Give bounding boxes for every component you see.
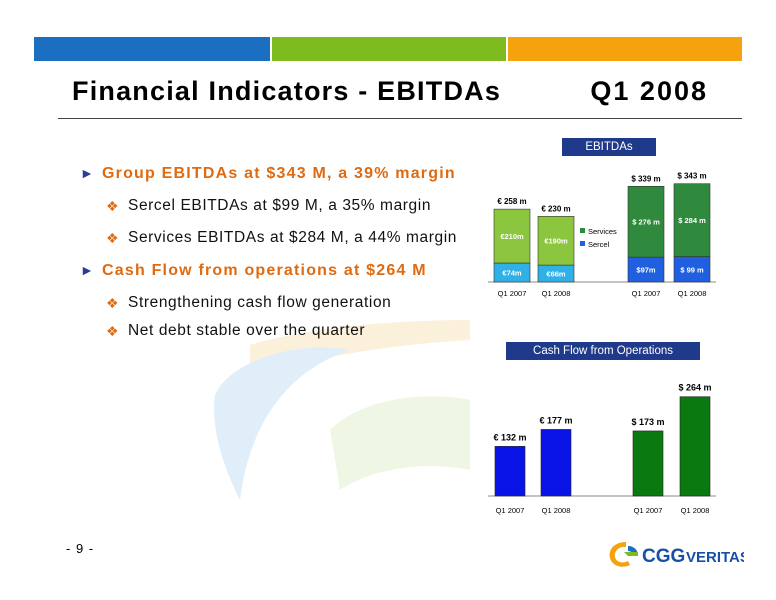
ebitda-bar-label: €190m xyxy=(544,237,568,246)
svg-text:CGG: CGG xyxy=(642,546,685,567)
period-label: Q1 2008 xyxy=(590,76,708,106)
ebitda-category-label: Q1 2008 xyxy=(678,289,707,298)
ebitda-chart-title: EBITDAs xyxy=(562,138,656,156)
ebitda-total-label: $ 343 m xyxy=(677,172,706,181)
cashflow-category-label: Q1 2007 xyxy=(634,506,663,515)
cashflow-value-label: $ 264 m xyxy=(678,383,711,393)
title-divider xyxy=(58,118,742,119)
ebitda-category-label: Q1 2008 xyxy=(542,289,571,298)
cashflow-value-label: $ 173 m xyxy=(631,417,664,427)
diamond-bullet-icon: ❖ xyxy=(106,295,120,311)
bullet-list: ► Group EBITDAs at $343 M, a 39% margin ❖… xyxy=(80,163,480,353)
triangle-bullet-icon: ► xyxy=(80,262,96,278)
page-title: Financial Indicators - EBITDAs xyxy=(72,76,502,106)
triangle-bullet-icon: ► xyxy=(80,165,96,181)
cashflow-bar xyxy=(632,430,664,497)
diamond-bullet-icon: ❖ xyxy=(106,198,120,214)
cashflow-bar xyxy=(679,396,711,497)
diamond-bullet-icon: ❖ xyxy=(106,323,120,339)
ebitda-bar-label: $ 99 m xyxy=(680,265,704,274)
ebitda-bar-services xyxy=(627,185,665,258)
ebitda-total-label: € 258 m xyxy=(497,197,526,206)
legend-swatch-sercel xyxy=(580,241,585,246)
cashflow-bar xyxy=(540,429,572,497)
header-band-green xyxy=(272,37,506,61)
cggveritas-logo: CGG VERITAS xyxy=(604,532,750,577)
ebitda-bar-label: €74m xyxy=(502,269,522,278)
bullet-group-ebitda: ► Group EBITDAs at $343 M, a 39% margin xyxy=(80,165,456,182)
cashflow-value-label: € 177 m xyxy=(539,415,572,425)
ebitda-bar-services xyxy=(537,216,575,266)
bullet-cash-flow: ► Cash Flow from operations at $264 M xyxy=(80,262,427,279)
ebitda-bar-label: $97m xyxy=(636,266,656,275)
legend-swatch-services xyxy=(580,228,585,233)
logo-mark-icon: CGG VERITAS xyxy=(609,542,750,567)
legend-label-sercel: Sercel xyxy=(588,240,610,249)
header-band-orange xyxy=(508,37,742,61)
cashflow-bar xyxy=(494,446,526,497)
cashflow-category-label: Q1 2008 xyxy=(542,506,571,515)
legend-label-services: Services xyxy=(588,227,617,236)
ebitda-total-label: $ 339 m xyxy=(631,174,660,183)
bullet-net-debt: ❖ Net debt stable over the quarter xyxy=(106,322,366,339)
ebitda-bar-services xyxy=(493,208,531,264)
header-band-blue xyxy=(34,37,270,61)
bullet-strengthening: ❖ Strengthening cash flow generation xyxy=(106,294,392,311)
ebitda-category-label: Q1 2007 xyxy=(632,289,661,298)
ebitda-bar-sercel xyxy=(673,256,711,283)
svg-text:VERITAS: VERITAS xyxy=(686,549,744,566)
page-number: - 9 - xyxy=(66,541,95,556)
ebitda-bar-label: $ 284 m xyxy=(678,216,706,225)
ebitda-total-label: € 230 m xyxy=(541,204,570,213)
ebitda-bar-label: €66m xyxy=(546,270,566,279)
ebitda-bar-label: €210m xyxy=(500,232,524,241)
ebitda-category-label: Q1 2007 xyxy=(498,289,527,298)
bullet-sercel-ebitda: ❖ Sercel EBITDAs at $99 M, a 35% margin xyxy=(106,197,432,214)
ebitda-bar-label: $ 276 m xyxy=(632,218,660,227)
ebitda-bar-sercel xyxy=(627,256,665,283)
cashflow-category-label: Q1 2008 xyxy=(681,506,710,515)
bullet-services-ebitda: ❖ Services EBITDAs at $284 M, a 44% margi… xyxy=(106,229,457,246)
diamond-bullet-icon: ❖ xyxy=(106,230,120,246)
cashflow-value-label: € 132 m xyxy=(493,432,526,442)
cashflow-chart-title: Cash Flow from Operations xyxy=(506,342,700,360)
cashflow-category-label: Q1 2007 xyxy=(496,506,525,515)
ebitda-bar-services xyxy=(673,183,711,257)
